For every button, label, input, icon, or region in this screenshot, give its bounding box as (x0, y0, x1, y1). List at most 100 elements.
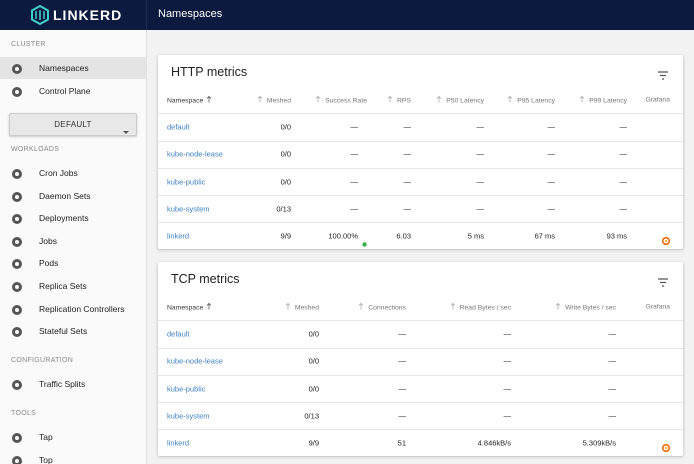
nav-item-label[interactable]: Traffic Splits (39, 379, 86, 389)
nav-item[interactable]: Tap (0, 426, 146, 448)
metric-cell: 93 ms (606, 231, 627, 241)
column-header[interactable]: P50 Latency (436, 95, 484, 105)
namespace-link[interactable]: default (167, 329, 190, 339)
sort-arrow-svg (257, 95, 263, 103)
nav-icon-svg (12, 282, 22, 292)
column-header[interactable]: Namespace (167, 95, 212, 105)
namespace-link[interactable]: kube-system (167, 411, 210, 421)
nav-item[interactable]: Control Plane (0, 80, 146, 102)
nav-item[interactable]: Stateful Sets (0, 320, 146, 342)
column-header[interactable]: RPS (387, 95, 411, 105)
column-header[interactable]: Connections (358, 302, 406, 312)
metric-cell: 0/0 (280, 149, 291, 159)
row-divider (158, 374, 683, 376)
nav-item-label[interactable]: Control Plane (39, 85, 91, 96)
nav-item[interactable]: Traffic Splits (0, 373, 146, 395)
namespace-link[interactable]: default (167, 122, 190, 132)
column-header[interactable]: P95 Latency (507, 95, 555, 105)
sidebar-section-title: TOOLS (11, 410, 37, 417)
namespace-link[interactable]: kube-node-lease (167, 356, 223, 366)
sort-arrow (387, 95, 397, 105)
nav-item-label[interactable]: Stateful Sets (39, 326, 88, 337)
namespace-link[interactable]: kube-public (167, 384, 206, 394)
column-header-label: P50 Latency (446, 97, 484, 105)
namespace-link[interactable]: linkerd (167, 438, 190, 448)
nav-item[interactable]: Jobs (0, 230, 146, 252)
metric-cell: — (503, 411, 512, 421)
nav-item-label[interactable]: Replication Controllers (39, 303, 125, 314)
metric-cell: — (619, 149, 628, 159)
column-header-label: RPS (397, 97, 411, 105)
column-header[interactable]: Namespace (167, 302, 212, 312)
logo-text: LINKERD (53, 7, 123, 23)
nav-icon (11, 190, 23, 208)
nav-icon-svg (12, 433, 22, 443)
metric-cell: — (476, 177, 485, 187)
namespace-select[interactable]: DEFAULT (9, 113, 137, 136)
nav-item[interactable]: Namespaces (0, 57, 146, 79)
card-title: TCP metrics (171, 272, 240, 286)
status-dot (362, 234, 367, 252)
nav-item-label[interactable]: Jobs (39, 235, 57, 246)
nav-item-label[interactable]: Cron Jobs (39, 168, 78, 178)
dropdown-arrow-svg (123, 131, 129, 134)
column-header[interactable]: P99 Latency (579, 95, 627, 105)
status-dot-svg (362, 241, 367, 247)
nav-item-label[interactable]: Pods (39, 258, 59, 269)
sort-arrow (315, 95, 325, 105)
namespace-link[interactable]: kube-system (167, 204, 210, 214)
metric-cell: — (403, 149, 412, 159)
nav-icon (11, 431, 23, 449)
nav-item-label[interactable]: Top (39, 454, 53, 464)
metric-cell: 9/9 (308, 438, 319, 448)
grafana-link-svg (661, 237, 671, 246)
metric-cell: — (398, 411, 407, 421)
nav-icon-svg (12, 214, 22, 225)
nav-item-label[interactable]: Replica Sets (39, 281, 87, 291)
metric-cell: — (350, 204, 359, 214)
metric-cell: — (619, 177, 628, 187)
nav-icon-svg (12, 236, 22, 247)
column-header: Grafana (645, 304, 670, 311)
column-header[interactable]: Read Bytes / sec (450, 302, 511, 312)
namespace-link[interactable]: kube-node-lease (167, 149, 223, 159)
nav-icon-svg (12, 380, 22, 390)
metric-cell: — (403, 204, 412, 214)
nav-item-label[interactable]: Daemon Sets (39, 190, 91, 201)
sidebar-section-title: CLUSTER (11, 41, 46, 48)
nav-item[interactable]: Cron Jobs (0, 162, 146, 184)
column-header[interactable]: Write Bytes / sec (555, 302, 616, 312)
metric-cell: 0/0 (308, 384, 319, 394)
nav-icon (11, 85, 23, 103)
namespace-link[interactable]: kube-public (167, 177, 206, 187)
metric-cell: — (608, 356, 617, 366)
nav-item[interactable]: Daemon Sets (0, 185, 146, 207)
nav-icon (11, 454, 23, 464)
metric-cell: — (398, 356, 407, 366)
sort-arrow (257, 95, 267, 105)
nav-icon (11, 303, 23, 321)
metric-cell: — (619, 204, 628, 214)
nav-item[interactable]: Replication Controllers (0, 298, 146, 320)
metric-cell: 51 (397, 438, 406, 448)
column-header[interactable]: Meshed (257, 95, 291, 105)
metric-cell: — (476, 122, 485, 132)
nav-icon (11, 378, 23, 396)
nav-item[interactable]: Replica Sets (0, 275, 146, 297)
namespace-select-label[interactable]: DEFAULT (54, 120, 92, 129)
nav-item-label[interactable]: Namespaces (39, 63, 89, 73)
metrics-card: TCP metrics Namespace Meshed Connections Rea… (158, 262, 683, 458)
column-header[interactable]: Meshed (285, 302, 319, 312)
nav-item[interactable]: Deployments (0, 207, 146, 229)
filter-button-svg (658, 278, 668, 287)
nav-icon-svg (12, 191, 22, 202)
column-header[interactable]: Success Rate (315, 95, 367, 105)
metric-cell: — (503, 384, 512, 394)
metric-cell: 67 ms (534, 231, 555, 241)
nav-item-label[interactable]: Tap (39, 432, 53, 442)
nav-item[interactable]: Pods (0, 252, 146, 274)
namespace-link[interactable]: linkerd (167, 231, 190, 241)
metric-cell: 5 ms (467, 231, 484, 241)
nav-item[interactable]: Top (0, 449, 146, 464)
nav-item-label[interactable]: Deployments (39, 213, 89, 224)
